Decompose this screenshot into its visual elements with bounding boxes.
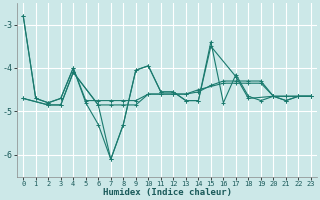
X-axis label: Humidex (Indice chaleur): Humidex (Indice chaleur) [103, 188, 232, 197]
